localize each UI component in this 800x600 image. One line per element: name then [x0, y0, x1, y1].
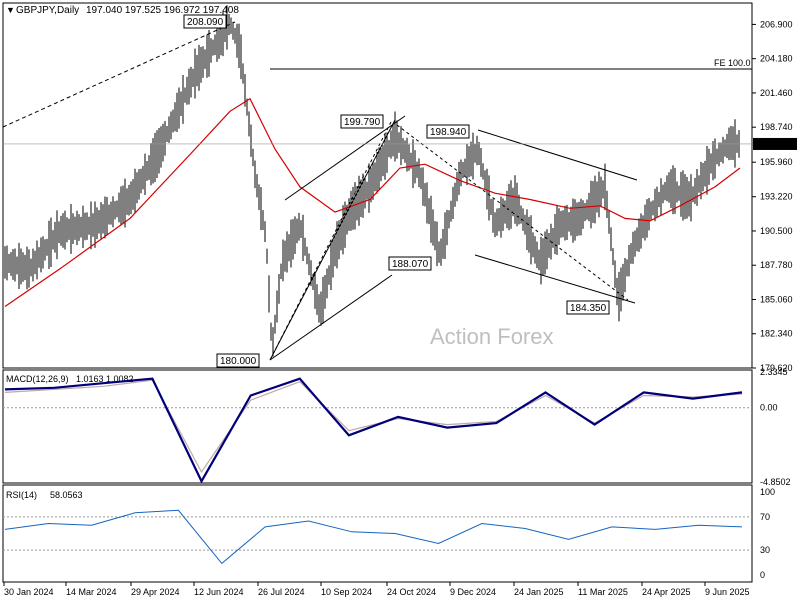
price-annotation-box [426, 124, 470, 139]
price-y-axis: 206.900 204.180 201.460 198.740 195.960 193.2… [752, 19, 793, 373]
macd-values: 1.0163 1.0082 [76, 374, 134, 384]
price-annotation-label: 188.070 [392, 259, 429, 270]
price-annotation-box [566, 300, 610, 315]
x-axis: 30 Jan 2024 14 Mar 2024 29 Apr 2024 12 Jun … [3, 582, 750, 597]
x-tick-label: 12 Jun 2024 [194, 587, 244, 597]
moving-average-line [4, 97, 741, 307]
x-tick-label: 9 Jun 2025 [705, 587, 750, 597]
rsi-panel-frame [2, 484, 753, 583]
price-y-tick-label: 204.180 [760, 54, 793, 64]
price-y-tick-label: 193.220 [760, 192, 793, 202]
fe-label: FE 100.0 [714, 58, 751, 68]
price-y-tick-label: 201.460 [760, 88, 793, 98]
price-annotation-box [216, 353, 260, 368]
trend-line [2, 21, 236, 128]
rsi-title: RSI(14) [6, 490, 37, 500]
trend-line [269, 274, 393, 361]
price-y-tick-label: 187.780 [760, 260, 793, 270]
rsi-y-tick-label: 0 [760, 570, 765, 580]
price-bars [4, 5, 740, 357]
trend-line [477, 129, 638, 181]
macd-y-tick-label: 2.3345 [760, 367, 788, 377]
price-annotation-label: 184.350 [570, 303, 607, 314]
price-annotation-label: 199.790 [344, 117, 381, 128]
macd-panel-frame [2, 369, 753, 484]
price-annotation-box [183, 14, 227, 29]
macd-title: MACD(12,26,9) [6, 374, 69, 384]
trend-line [474, 254, 636, 304]
x-tick-label: 9 Dec 2024 [450, 587, 496, 597]
ma-line [4, 97, 741, 307]
price-annotation-label: 198.940 [430, 127, 467, 138]
rsi-y-tick-label: 100 [760, 487, 775, 497]
price-y-tick-label: 179.620 [760, 363, 793, 373]
rsi-indicator: RSI(14) 58.0563 100 70 30 0 [3, 487, 775, 580]
price-y-tick-label: 190.500 [760, 226, 793, 236]
price-annotation-box [340, 114, 384, 129]
x-tick-label: 24 Apr 2025 [642, 587, 691, 597]
price-panel-frame [2, 2, 753, 369]
last-price-label: 197.408 [757, 139, 790, 149]
trend-line [269, 119, 393, 361]
x-tick-label: 30 Jan 2024 [4, 587, 54, 597]
trend-line [269, 119, 396, 361]
macd-y-tick-label: 0.00 [760, 403, 778, 413]
price-y-tick-label: 198.740 [760, 122, 793, 132]
macd-line [4, 377, 743, 484]
price-annotation-label: 180.000 [220, 356, 257, 367]
trend-line [396, 124, 629, 301]
ohlc-values: 197.040 197.525 196.972 197.408 [86, 5, 239, 16]
rsi-line [4, 509, 743, 565]
price-y-tick-label: 206.900 [760, 19, 793, 29]
price-annotations: 208.090 199.790 198.940 188.070 184.350 180.0… [183, 14, 797, 368]
macd-indicator: MACD(12,26,9) 1.0163 1.0082 2.3345 0.00 -4.8… [3, 367, 791, 487]
price-annotation-box [388, 256, 432, 271]
rsi-y-tick-label: 70 [760, 512, 770, 522]
trend-line [284, 115, 406, 201]
trend-lines [2, 21, 752, 361]
last-price-tag [753, 137, 797, 150]
x-tick-label: 11 Mar 2025 [578, 587, 628, 597]
rsi-value: 58.0563 [50, 490, 83, 500]
x-tick-label: 29 Apr 2024 [131, 587, 180, 597]
price-annotation-label: 208.090 [187, 17, 224, 28]
x-tick-label: 24 Jan 2025 [514, 587, 564, 597]
symbol-label: GBPJPY,Daily [16, 5, 79, 16]
x-tick-label: 24 Oct 2024 [387, 587, 436, 597]
price-y-tick-label: 195.960 [760, 157, 793, 167]
price-y-tick-label: 182.340 [760, 329, 793, 339]
x-tick-label: 14 Mar 2024 [66, 587, 117, 597]
price-y-tick-label: 185.060 [760, 294, 793, 304]
x-tick-label: 10 Sep 2024 [321, 587, 372, 597]
rsi-y-tick-label: 30 [760, 545, 770, 555]
dropdown-triangle-icon[interactable]: ▼ [6, 5, 15, 15]
watermark-text: Action Forex [430, 324, 554, 349]
x-tick-label: 26 Jul 2024 [258, 587, 305, 597]
macd-y-tick-label: -4.8502 [760, 477, 791, 487]
